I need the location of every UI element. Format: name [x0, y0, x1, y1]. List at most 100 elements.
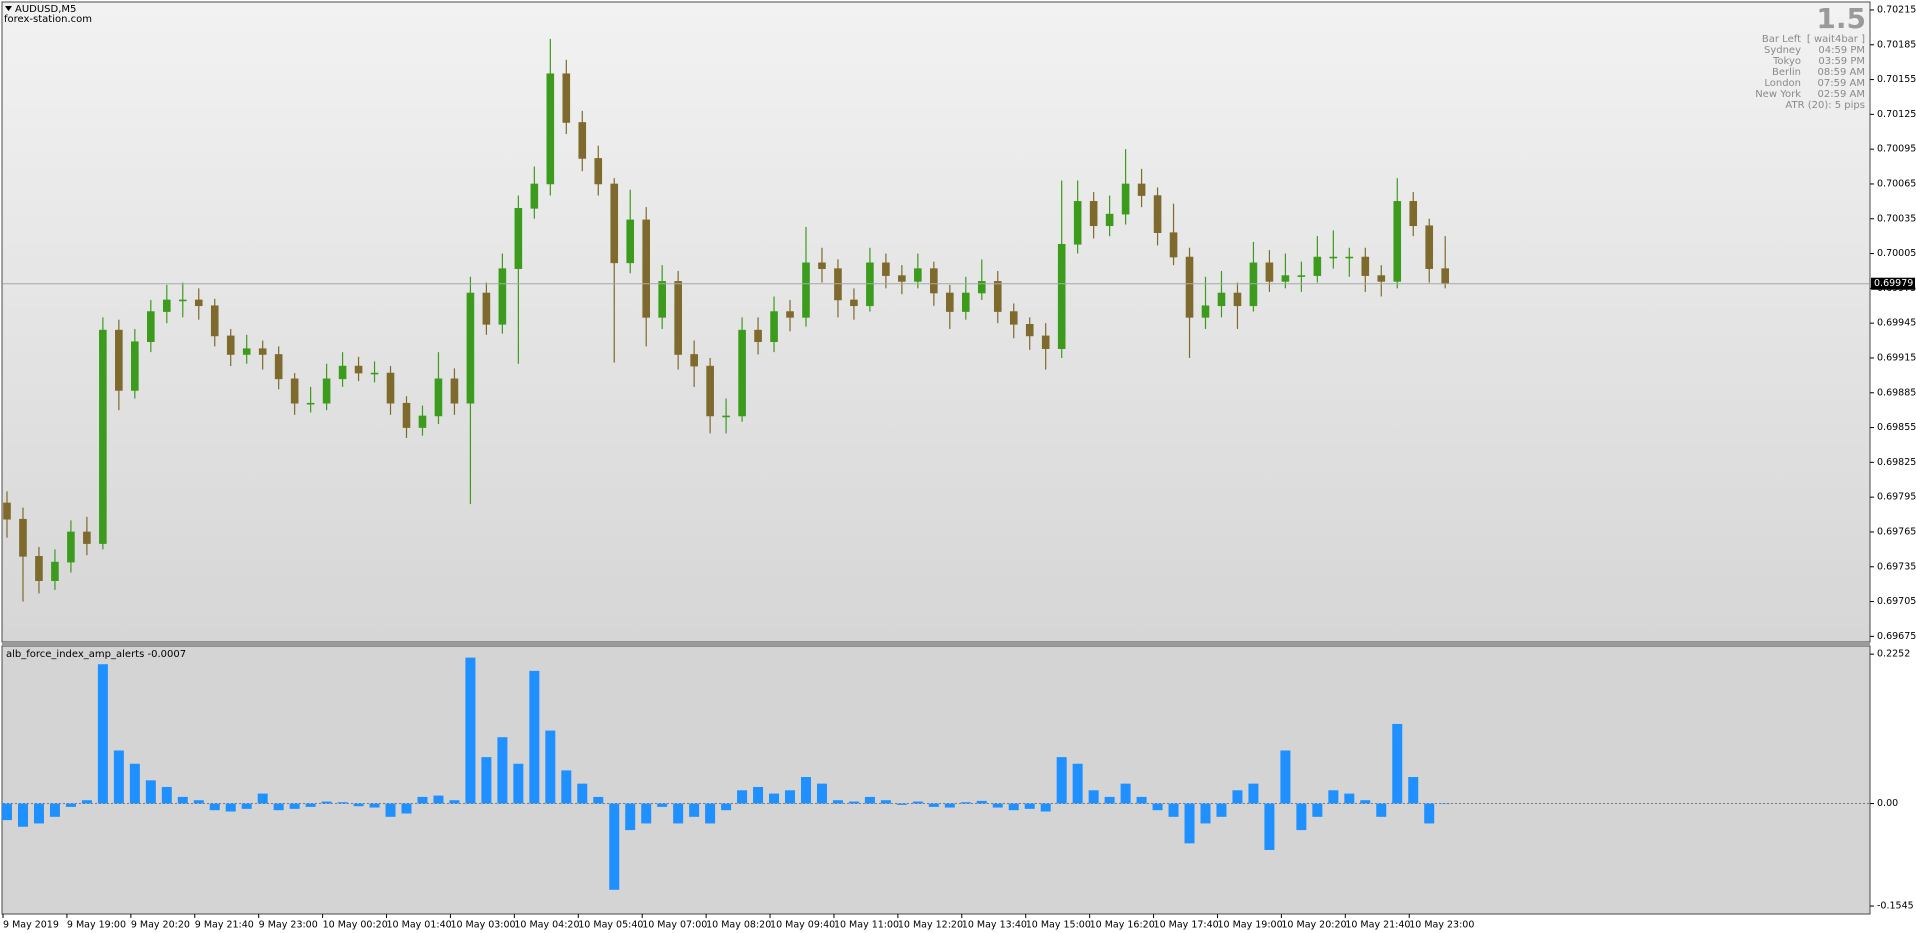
candle-body: [1137, 183, 1146, 196]
candle-body: [1329, 256, 1338, 259]
histogram-bar: [896, 803, 907, 805]
histogram-bar: [992, 803, 1003, 808]
histogram-bar: [97, 664, 108, 804]
x-tick-label: 10 May 12:20: [898, 920, 963, 931]
candle-body: [402, 402, 411, 428]
histogram-bar: [1360, 800, 1371, 804]
histogram-bar: [1376, 803, 1387, 817]
histogram-bar: [113, 750, 124, 804]
candle-body: [993, 281, 1002, 312]
histogram-bar: [1216, 803, 1227, 817]
info-text: 04:59 PM: [1818, 45, 1865, 56]
candle-body: [674, 281, 682, 355]
histogram-bar: [49, 803, 60, 817]
candle-body: [898, 275, 906, 282]
candle-body: [1041, 335, 1050, 349]
histogram-bar: [1424, 803, 1435, 824]
candle-body: [242, 348, 251, 355]
histogram-bar: [976, 800, 987, 804]
symbol-menu-arrow[interactable]: [5, 6, 12, 11]
x-tick-label: 10 May 15:00: [1026, 920, 1091, 931]
y-tick-label: 0.70215: [1877, 4, 1916, 15]
info-label: Berlin: [1772, 67, 1801, 78]
candle-body: [131, 341, 139, 391]
histogram-bar: [385, 803, 396, 817]
info-text: 08:59 AM: [1818, 67, 1865, 78]
candle-body: [386, 372, 395, 404]
panel-separator: [2, 642, 1870, 646]
candle-body: [850, 299, 858, 307]
candle-body: [1057, 243, 1066, 349]
histogram-bar: [1120, 783, 1131, 804]
histogram-bar: [561, 770, 572, 804]
candle-body: [1361, 256, 1370, 276]
y-tick-label: 0.69825: [1877, 457, 1916, 468]
info-text: 07:59 AM: [1818, 78, 1865, 89]
histogram-bar: [1344, 793, 1355, 804]
candle-body: [258, 348, 267, 355]
candle-body: [306, 402, 315, 405]
candle-body: [818, 262, 826, 269]
histogram-bar: [209, 803, 220, 811]
histogram-bar: [705, 803, 716, 824]
candle-body: [178, 299, 187, 302]
histogram-bar: [832, 800, 843, 804]
candle-body: [147, 311, 155, 343]
candle-body: [1265, 262, 1274, 282]
histogram-bar: [289, 803, 300, 809]
candle-body: [706, 365, 714, 417]
histogram-bar: [1264, 803, 1275, 850]
histogram-bar: [1088, 790, 1099, 804]
candle-body: [1073, 201, 1082, 245]
candle-body: [1377, 275, 1386, 282]
histogram-bar: [785, 790, 796, 804]
x-tick-label: 10 May 19:00: [1217, 920, 1282, 931]
histogram-bar: [257, 793, 268, 804]
histogram-bar: [1280, 750, 1291, 804]
last-price-label: 0.69979: [1874, 278, 1913, 289]
histogram-bar: [1008, 803, 1019, 811]
histogram-bar: [17, 803, 28, 827]
last-price-box: [1871, 277, 1915, 290]
histogram-bar: [1312, 803, 1323, 817]
candle-body: [1089, 201, 1098, 227]
y-tick-label: 0.70065: [1877, 178, 1916, 189]
histogram-bar: [1328, 790, 1339, 804]
histogram-bar: [337, 802, 348, 804]
candle-body: [1441, 268, 1449, 285]
histogram-bar: [513, 763, 524, 804]
histogram-bar: [801, 777, 811, 804]
y-tick-label: 0.69795: [1877, 492, 1916, 503]
candle-body: [722, 415, 730, 418]
candle-body: [1201, 305, 1210, 318]
candle-body: [434, 378, 443, 417]
candle-body: [354, 365, 363, 374]
candle-body: [99, 329, 107, 544]
candle-body: [370, 372, 379, 375]
candle-body: [1105, 213, 1114, 227]
candle-body: [338, 365, 347, 380]
histogram-bar: [1152, 803, 1163, 811]
histogram-bar: [465, 657, 476, 804]
y-tick-label: 0.69765: [1877, 526, 1916, 537]
candle-body: [1217, 292, 1226, 307]
histogram-bar: [353, 803, 364, 807]
histogram-bar: [609, 803, 620, 890]
histogram-bar: [1200, 803, 1211, 824]
candle-body: [210, 305, 219, 337]
candle-body: [1409, 201, 1418, 227]
histogram-bar: [241, 803, 252, 809]
x-tick-label: 10 May 09:40: [770, 920, 835, 931]
candle-body: [914, 268, 922, 282]
y-tick-label: 0.69885: [1877, 387, 1916, 398]
histogram-bar: [625, 803, 636, 831]
candle-body: [290, 378, 299, 404]
candle-body: [466, 292, 475, 404]
histogram-bar: [161, 786, 172, 804]
x-tick-label: 10 May 03:00: [450, 920, 515, 931]
candle-body: [514, 208, 523, 269]
info-label: New York: [1755, 89, 1801, 100]
histogram-bar: [401, 803, 412, 814]
candle-body: [642, 219, 651, 318]
